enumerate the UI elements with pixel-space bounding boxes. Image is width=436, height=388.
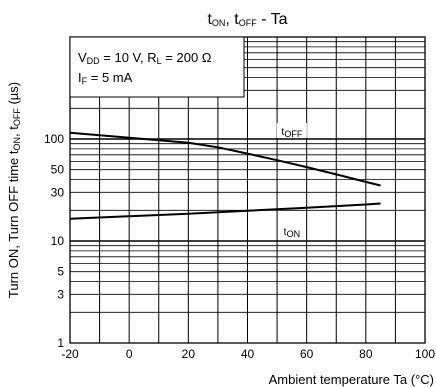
y-tick-label: 5: [57, 265, 64, 279]
x-tick-label: 40: [241, 347, 255, 361]
x-tick-label: -20: [61, 347, 79, 361]
series-label-toff-background: [276, 122, 307, 138]
y-tick-label: 1: [57, 336, 64, 350]
series-line-ton: [69, 202, 381, 220]
series-group: [69, 131, 381, 220]
y-tick-label: 3: [57, 287, 64, 301]
series-label-ton-background: [278, 223, 305, 239]
grid-lines: [70, 37, 425, 343]
tick-labels: -20 0 20 40 60 80 100 1 3 5 10 30 50 100: [44, 132, 435, 361]
x-tick-label: 20: [182, 347, 196, 361]
condition-line-2: IF = 5 mA: [78, 70, 133, 86]
series-label-ton: tON: [284, 226, 300, 239]
x-tick-label: 0: [126, 347, 133, 361]
x-tick-label: 60: [300, 347, 314, 361]
x-tick-label: 80: [359, 347, 373, 361]
y-tick-label: 10: [51, 234, 65, 248]
plot-frame: [69, 36, 426, 344]
y-tick-label: 50: [51, 163, 65, 177]
condition-line-1: VDD = 10 V, RL = 200 Ω: [78, 50, 212, 66]
series-line-toff: [69, 131, 381, 187]
y-axis-label: Turn ON, Turn OFF time tON, tOFF (µs): [6, 82, 22, 298]
chart-title: tON, tOFF - Ta: [207, 11, 287, 28]
y-tick-label: 100: [44, 132, 64, 146]
conditions-box: [69, 36, 245, 98]
x-tick-label: 100: [415, 347, 435, 361]
y-tick-label: 30: [51, 185, 65, 199]
x-axis-label: Ambient temperature Ta (°C): [269, 372, 434, 387]
series-label-toff: tOFF: [281, 126, 302, 139]
